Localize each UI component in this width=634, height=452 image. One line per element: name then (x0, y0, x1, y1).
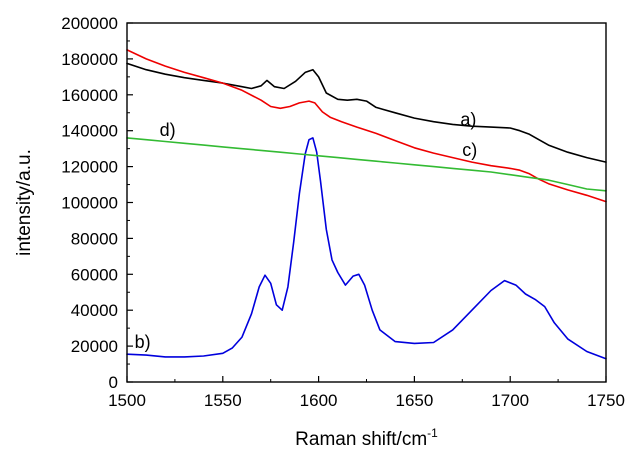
x-tick-label: 1650 (395, 391, 433, 410)
x-tick-label: 1550 (204, 391, 242, 410)
series-label-c: c) (462, 140, 477, 160)
y-tick-label: 0 (109, 373, 118, 392)
series-line-a (126, 62, 607, 163)
y-tick-label: 40000 (71, 301, 118, 320)
x-axis-title: Raman shift/cm-1 (295, 426, 438, 450)
series-line-d (126, 137, 607, 192)
series-lines (126, 49, 607, 360)
series-line-b (126, 137, 607, 360)
series-label-d: d) (160, 120, 176, 140)
y-tick-label: 80000 (71, 229, 118, 248)
y-tick-label: 20000 (71, 337, 118, 356)
y-tick-label: 140000 (61, 122, 118, 141)
y-tick-label: 100000 (61, 194, 118, 213)
x-tick-label: 1500 (108, 391, 146, 410)
x-tick-label: 1700 (491, 391, 529, 410)
series-label-a: a) (460, 109, 476, 129)
y-tick-label: 60000 (71, 265, 118, 284)
y-tick-label: 120000 (61, 158, 118, 177)
x-tick-label: 1600 (300, 391, 338, 410)
y-axis-title: intensity/a.u. (14, 149, 35, 256)
series-line-c (126, 49, 607, 203)
x-axis-title-text: Raman shift/cm (295, 429, 427, 450)
series-labels: a) b) c) d) (135, 109, 478, 352)
x-tick-label: 1750 (587, 391, 625, 410)
y-tick-label: 200000 (61, 14, 118, 33)
x-tick-labels: 1500 1550 1600 1650 1700 1750 (108, 391, 625, 410)
y-tick-labels: 0 20000 40000 60000 80000 100000 120000 140000 1… (61, 14, 118, 392)
series-label-b: b) (135, 332, 151, 352)
x-axis-title-superscript: -1 (427, 426, 438, 440)
plot-frame (126, 22, 607, 383)
y-tick-label: 180000 (61, 50, 118, 69)
y-tick-label: 160000 (61, 86, 118, 105)
